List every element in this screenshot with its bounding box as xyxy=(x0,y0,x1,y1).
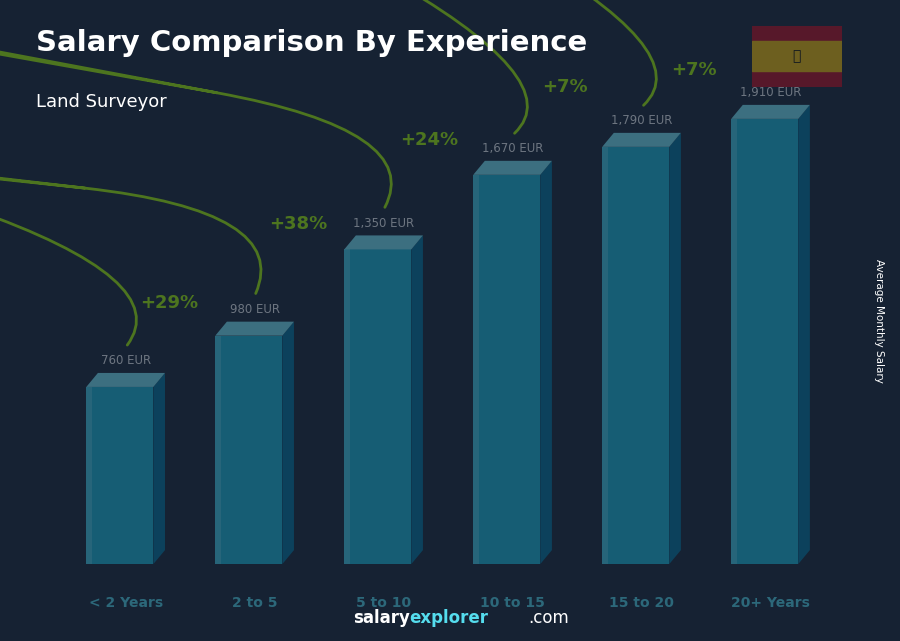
Polygon shape xyxy=(731,119,737,564)
Polygon shape xyxy=(215,336,221,564)
Bar xyxy=(752,41,842,71)
Text: 1,910 EUR: 1,910 EUR xyxy=(740,86,801,99)
Text: +7%: +7% xyxy=(671,62,716,79)
Text: < 2 Years: < 2 Years xyxy=(88,595,163,610)
Text: explorer: explorer xyxy=(410,609,489,627)
Polygon shape xyxy=(602,133,681,147)
Polygon shape xyxy=(345,235,423,249)
Polygon shape xyxy=(473,175,479,564)
Polygon shape xyxy=(86,387,92,564)
Text: 980 EUR: 980 EUR xyxy=(230,303,280,316)
Polygon shape xyxy=(283,322,294,564)
Polygon shape xyxy=(345,249,350,564)
Polygon shape xyxy=(86,387,153,564)
Polygon shape xyxy=(798,105,810,564)
Text: 1,350 EUR: 1,350 EUR xyxy=(353,217,414,229)
Text: +24%: +24% xyxy=(400,131,458,149)
Text: salary: salary xyxy=(353,609,410,627)
Text: 15 to 20: 15 to 20 xyxy=(609,595,674,610)
Text: 10 to 15: 10 to 15 xyxy=(480,595,545,610)
Text: 1,790 EUR: 1,790 EUR xyxy=(611,114,672,127)
Polygon shape xyxy=(215,336,283,564)
Polygon shape xyxy=(602,147,670,564)
Polygon shape xyxy=(670,133,681,564)
Polygon shape xyxy=(473,175,540,564)
Text: 1,670 EUR: 1,670 EUR xyxy=(482,142,544,155)
Text: 5 to 10: 5 to 10 xyxy=(356,595,411,610)
Polygon shape xyxy=(602,147,608,564)
Text: 20+ Years: 20+ Years xyxy=(731,595,810,610)
Text: .com: .com xyxy=(528,609,569,627)
Polygon shape xyxy=(540,161,552,564)
Text: Land Surveyor: Land Surveyor xyxy=(36,93,166,111)
Text: Salary Comparison By Experience: Salary Comparison By Experience xyxy=(36,29,587,57)
Text: Average Monthly Salary: Average Monthly Salary xyxy=(874,258,884,383)
Polygon shape xyxy=(86,373,165,387)
Polygon shape xyxy=(731,119,798,564)
Polygon shape xyxy=(473,161,552,175)
Text: 🛡: 🛡 xyxy=(792,49,801,63)
Polygon shape xyxy=(731,105,810,119)
Polygon shape xyxy=(215,322,294,336)
Polygon shape xyxy=(411,235,423,564)
Polygon shape xyxy=(153,373,165,564)
Text: +29%: +29% xyxy=(140,294,198,312)
Text: +38%: +38% xyxy=(269,215,327,233)
Text: 760 EUR: 760 EUR xyxy=(101,354,150,367)
Text: +7%: +7% xyxy=(542,78,588,96)
Polygon shape xyxy=(345,249,411,564)
Text: 2 to 5: 2 to 5 xyxy=(232,595,277,610)
